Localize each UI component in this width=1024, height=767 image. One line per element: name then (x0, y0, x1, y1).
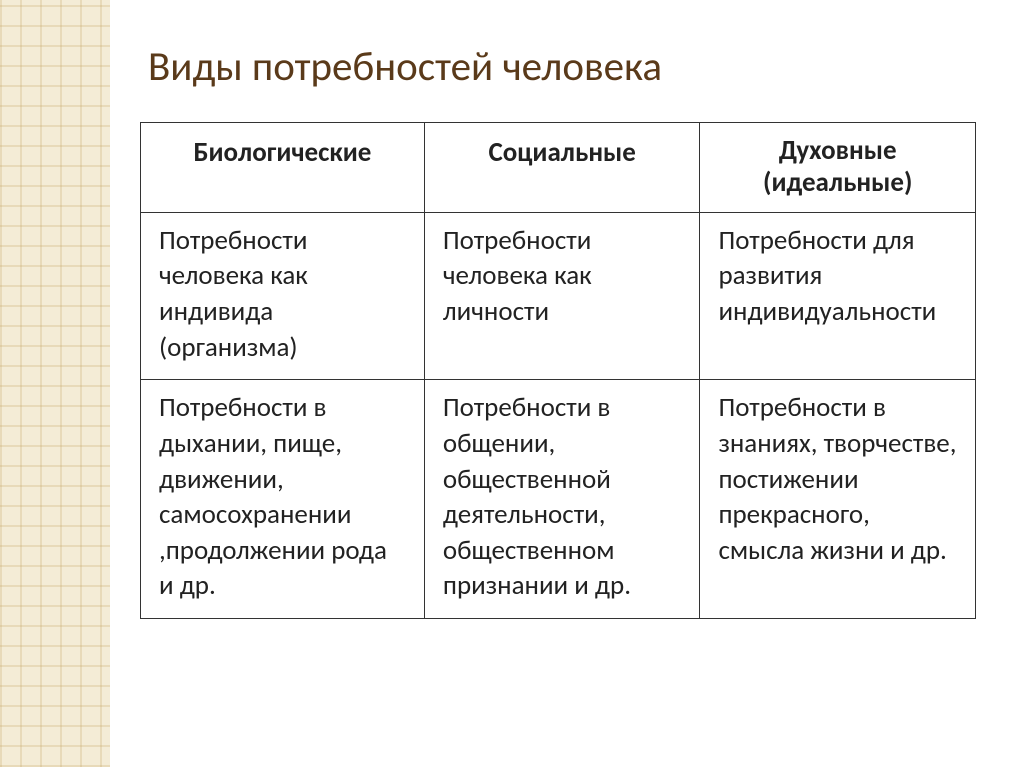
table-header-row: Биологические Социальные Духовные (идеал… (141, 123, 976, 213)
cell-examples-spiritual: Потребности в знаниях, творчестве, пости… (700, 380, 976, 619)
cell-examples-social: Потребности в общении, общественной деят… (424, 380, 700, 619)
decorative-sidebar (0, 0, 110, 767)
table-row: Потребности человека как индивида (орган… (141, 212, 976, 380)
cell-examples-biological: Потребности в дыхании, пище, движении, с… (141, 380, 425, 619)
col-header-social: Социальные (424, 123, 700, 213)
cell-definition-biological: Потребности человека как индивида (орган… (141, 212, 425, 380)
slide-title: Виды потребностей человека (148, 42, 976, 92)
col-header-biological: Биологические (141, 123, 425, 213)
cell-definition-social: Потребности человека как личности (424, 212, 700, 380)
cell-definition-spiritual: Потребности для развития индивидуальност… (700, 212, 976, 380)
col-header-spiritual: Духовные (идеальные) (700, 123, 976, 213)
slide-content: Виды потребностей человека Биологические… (110, 0, 1024, 767)
table-row: Потребности в дыхании, пище, движении, с… (141, 380, 976, 619)
needs-table: Биологические Социальные Духовные (идеал… (140, 122, 976, 619)
